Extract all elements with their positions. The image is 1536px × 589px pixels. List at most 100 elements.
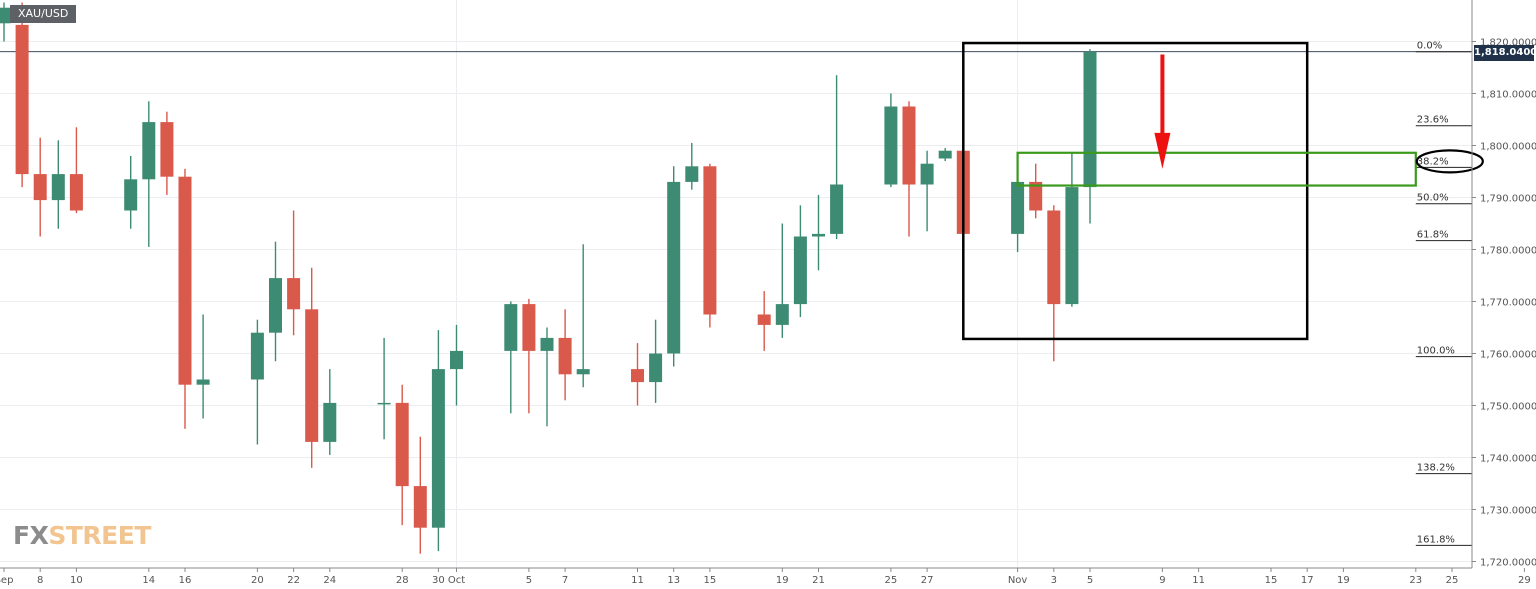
candle-body-down xyxy=(69,174,83,211)
candle-body-up xyxy=(920,163,934,185)
candle-body-up xyxy=(540,337,554,351)
candle-body-down xyxy=(395,402,409,487)
candle-body-down xyxy=(160,122,174,177)
down-arrow-head xyxy=(1154,132,1171,169)
y-tick-label: 1,790.0000 xyxy=(1480,194,1536,205)
x-tick-label: 24 xyxy=(323,575,336,586)
y-tick-label: 1,740.0000 xyxy=(1480,454,1536,465)
candle-body-up xyxy=(0,7,11,24)
x-tick-label: 3 xyxy=(1051,575,1057,586)
candle-body-up xyxy=(1065,187,1079,305)
x-tick-label: 13 xyxy=(667,575,680,586)
x-tick-label: 28 xyxy=(396,575,409,586)
candle-body-up xyxy=(377,402,391,405)
x-tick-label: 23 xyxy=(1409,575,1422,586)
price-axis[interactable]: 1,820.0000 1,810.0000 1,800.0000 1,790.0000… xyxy=(1471,0,1536,569)
candle-body-down xyxy=(522,304,536,351)
candle-body-up xyxy=(685,166,699,182)
candle-body-down xyxy=(178,176,192,385)
y-tick-label: 1,770.0000 xyxy=(1480,298,1536,309)
x-tick-label: Nov xyxy=(1008,575,1028,586)
logo-fx: FX xyxy=(13,521,49,550)
candle-body-up xyxy=(884,106,898,185)
x-tick-label: 16 xyxy=(179,575,192,586)
y-tick-label: 1,760.0000 xyxy=(1480,350,1536,361)
y-tick-label: 1,810.0000 xyxy=(1480,90,1536,101)
candle-body-down xyxy=(902,106,916,185)
candle-body-up xyxy=(576,369,590,375)
grid-lines xyxy=(0,0,1472,568)
x-tick-label: 11 xyxy=(1192,575,1205,586)
candle-body-up xyxy=(323,402,337,442)
y-tick-label: 1,820.0000 xyxy=(1480,38,1536,49)
fib-level-label: 100.0% xyxy=(1417,346,1455,357)
x-tick-label: 10 xyxy=(70,575,83,586)
x-tick-label: 30 xyxy=(432,575,445,586)
current-price-label: 1,818.0400 xyxy=(1474,45,1536,61)
fib-38-circle xyxy=(1415,149,1484,174)
x-tick-label: 19 xyxy=(776,575,789,586)
candle-body-up xyxy=(269,278,282,333)
candle-body-up xyxy=(1011,181,1025,234)
fib-level-label: 23.6% xyxy=(1417,115,1449,126)
y-tick-label: 1,750.0000 xyxy=(1480,402,1536,413)
x-tick-label: 5 xyxy=(1087,575,1093,586)
candle-body-up xyxy=(196,379,210,385)
fib-level-label: 138.2% xyxy=(1417,463,1455,474)
candle-body-up xyxy=(649,353,663,383)
candle-body-up xyxy=(450,350,463,370)
candle-body-down xyxy=(33,174,47,201)
candle-body-down xyxy=(305,309,319,442)
x-tick-label: 22 xyxy=(287,575,300,586)
x-tick-label: Sep xyxy=(0,575,13,586)
fxstreet-logo: FXSTREET xyxy=(13,521,151,550)
x-tick-label: 27 xyxy=(921,575,934,586)
fibonacci-levels: 0.0% 23.6% 38.2% 50.0% 61.8% 100.0% 138.2% 161.… xyxy=(1415,41,1472,546)
x-tick-label: 5 xyxy=(526,575,532,586)
x-tick-label: 9 xyxy=(1159,575,1165,586)
y-tick-label: 1,730.0000 xyxy=(1480,506,1536,517)
fib-level-label: 50.0% xyxy=(1417,193,1449,204)
x-tick-label: 19 xyxy=(1337,575,1350,586)
candle-body-up xyxy=(775,304,789,325)
candle-body-down xyxy=(1047,210,1061,305)
x-tick-label: 21 xyxy=(812,575,825,586)
highlight-box xyxy=(962,41,1309,341)
symbol-label: XAU/USD xyxy=(10,5,77,23)
candle-body-up xyxy=(51,174,65,201)
x-tick-label: 15 xyxy=(1265,575,1278,586)
candle-body-up xyxy=(830,184,844,234)
candle-body-down xyxy=(15,24,29,175)
candle-body-up xyxy=(1083,51,1097,188)
x-tick-label: 11 xyxy=(631,575,644,586)
fib-level-label: 38.2% xyxy=(1417,156,1449,167)
fib-level-label: 61.8% xyxy=(1417,230,1449,241)
candle-body-up xyxy=(938,150,952,159)
candle-body-down xyxy=(1029,181,1043,211)
candle-body-up xyxy=(124,179,138,211)
y-tick-label: 1,800.0000 xyxy=(1480,142,1536,153)
y-tick-label: 1,720.0000 xyxy=(1480,558,1536,569)
y-tick-label: 1,780.0000 xyxy=(1480,246,1536,257)
candle-body-up xyxy=(431,369,445,528)
x-tick-label: 14 xyxy=(142,575,155,586)
fib-level-label: 161.8% xyxy=(1417,534,1455,545)
candle-body-down xyxy=(703,166,717,315)
candlesticks xyxy=(0,2,1097,554)
x-tick-label: 20 xyxy=(251,575,264,586)
candle-body-down xyxy=(631,369,644,383)
x-tick-label: 15 xyxy=(704,575,717,586)
logo-street: STREET xyxy=(48,521,151,550)
candle-body-up xyxy=(250,332,264,380)
candle-body-up xyxy=(793,236,807,305)
x-tick-label: 8 xyxy=(37,575,43,586)
x-tick-label: 7 xyxy=(562,575,568,586)
annotations xyxy=(962,41,1484,341)
fib-zone-box xyxy=(1016,151,1417,187)
candle-body-down xyxy=(558,337,572,375)
x-tick-label: 17 xyxy=(1301,575,1314,586)
x-tick-label: 25 xyxy=(1446,575,1459,586)
candle-body-up xyxy=(812,233,825,237)
